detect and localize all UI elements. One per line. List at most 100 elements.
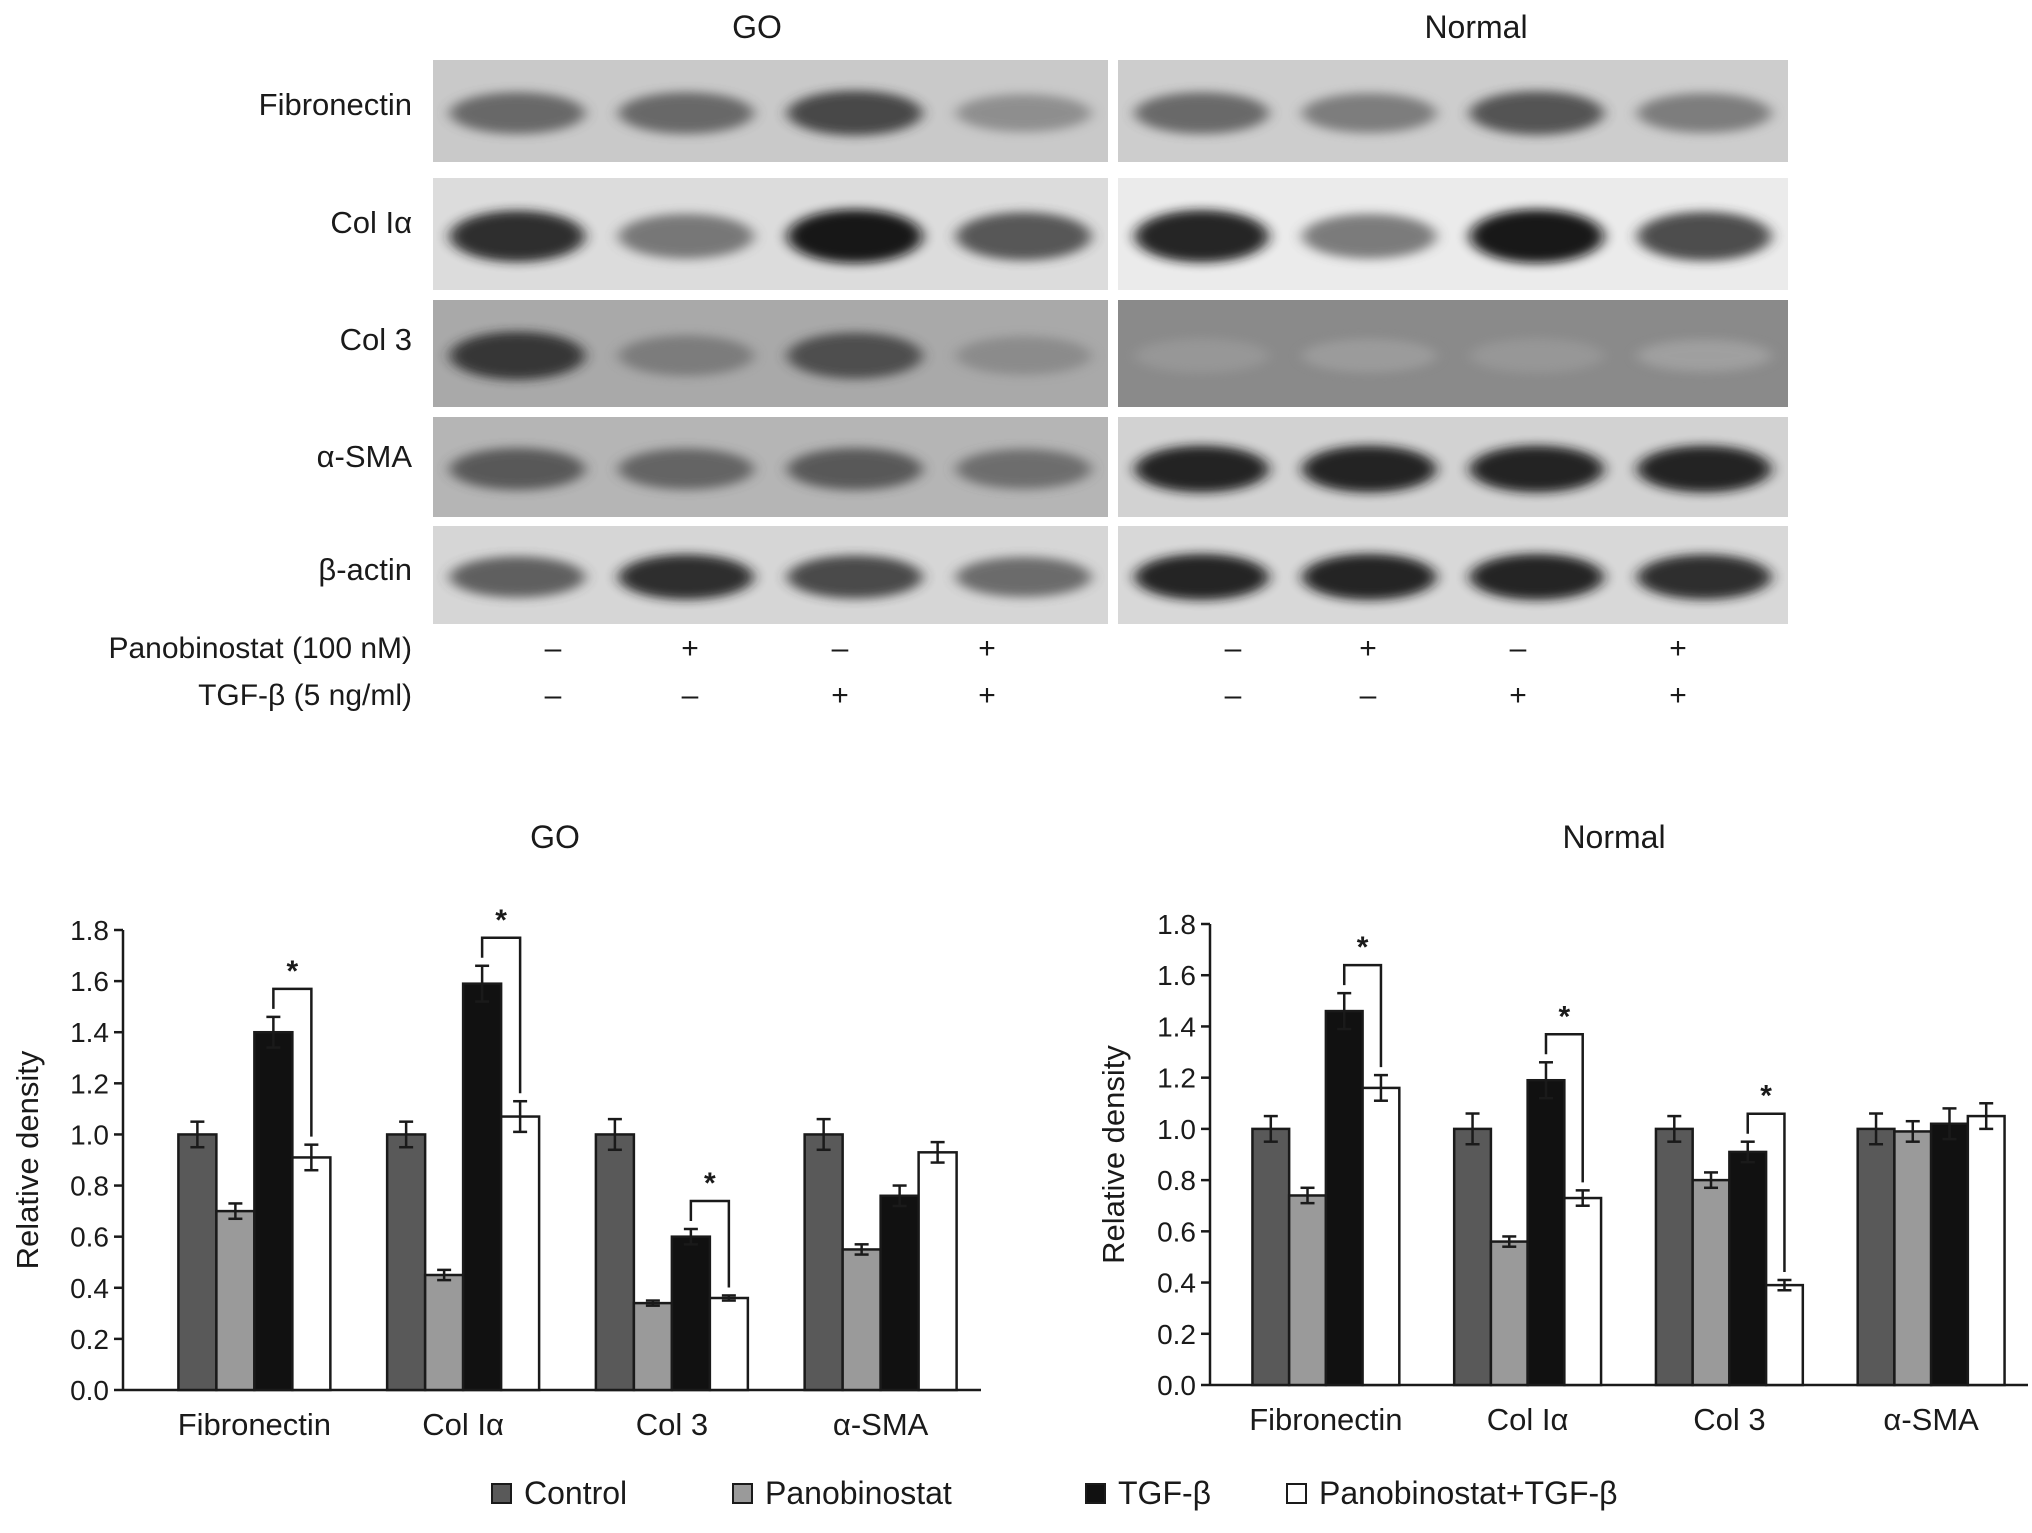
- bar-normal-col-3-panobinostat-tgf: [1764, 1283, 1805, 1387]
- bar-go-col-i-panobinostat: [423, 1273, 465, 1392]
- legend-swatch-panobinostat: [732, 1483, 753, 1504]
- condition-sign-normal-0-lane-3: –: [1510, 632, 1527, 665]
- blot-band-normal-actin-lane-2: [1302, 553, 1437, 600]
- condition-sign-normal-1-lane-2: –: [1360, 679, 1377, 712]
- bar-go-col-3-panobinostat-tgf: [708, 1296, 750, 1392]
- bar-normal-fibronectin-panobinostat: [1287, 1194, 1328, 1387]
- legend: Control Panobinostat TGF-β Panobinostat+TGF…: [491, 1475, 1618, 1511]
- blot-band-go-col-3-lane-1: [449, 331, 585, 380]
- y-tick-label-go-4: 0.8: [70, 1171, 109, 1202]
- bar-chart-go: GO Relative density 0.0 0.2 0.4 0.6 0.8 1.0 1.2 1…: [10, 819, 981, 1442]
- y-tick-label-go-6: 1.2: [70, 1068, 109, 1099]
- bar-normal-col-i-control: [1452, 1127, 1493, 1387]
- condition-sign-go-0-lane-3: –: [832, 632, 849, 665]
- condition-sign-go-1-lane-3: +: [831, 679, 849, 712]
- x-tick-label-go-col-3: Col 3: [636, 1407, 708, 1442]
- bar-go-col-i-panobinostat-tgf: [499, 1115, 541, 1392]
- y-tick-label-go-3: 0.6: [70, 1222, 109, 1253]
- bar-normal-col-i-panobinostat: [1489, 1240, 1529, 1387]
- bar-go-sma-tgf: [879, 1194, 920, 1392]
- bar-normal-fibronectin-control: [1251, 1127, 1291, 1387]
- bar-go-fibronectin-tgf: [253, 1030, 294, 1392]
- blot-band-normal-sma-lane-1: [1134, 445, 1269, 493]
- bar-go-col-i-control: [385, 1133, 427, 1392]
- chart-title-normal: Normal: [1562, 819, 1665, 855]
- blot-band-normal-sma-lane-2: [1302, 445, 1437, 493]
- significance-star-go-1: *: [495, 904, 507, 937]
- significance-bracket-normal-0: [1342, 963, 1383, 1068]
- blot-band-go-col-3-lane-2: [618, 335, 754, 376]
- blot-row-label-fibronectin: Fibronectin: [259, 87, 412, 122]
- blot-band-normal-fibronectin-lane-2: [1302, 93, 1437, 133]
- blot-row-label-sma: α-SMA: [317, 439, 413, 474]
- y-tick-label-normal-5: 1.0: [1157, 1114, 1196, 1145]
- blot-band-go-fibronectin-lane-3: [787, 90, 923, 136]
- blot-band-normal-col-3-lane-2: [1302, 339, 1437, 373]
- blot-band-go-sma-lane-1: [449, 448, 585, 490]
- bar-normal-sma-panobinostat: [1893, 1130, 1933, 1387]
- blot-band-normal-actin-lane-3: [1469, 553, 1604, 600]
- bar-normal-col-3-tgf: [1728, 1150, 1768, 1387]
- bar-normal-col-3-control: [1654, 1127, 1694, 1387]
- legend-swatch-control: [491, 1483, 512, 1504]
- bar-normal-fibronectin-panobinostat-tgf: [1361, 1086, 1401, 1387]
- blot-band-go-fibronectin-lane-4: [956, 94, 1092, 132]
- blot-band-go-sma-lane-2: [618, 448, 754, 490]
- bar-normal-sma-tgf: [1929, 1122, 1970, 1387]
- bar-go-col-3-control: [594, 1133, 636, 1392]
- bar-go-sma-panobinostat-tgf: [917, 1151, 958, 1392]
- blot-band-normal-fibronectin-lane-3: [1469, 91, 1604, 135]
- y-tick-label-normal-6: 1.2: [1157, 1063, 1196, 1094]
- chart-title-go: GO: [530, 819, 580, 855]
- significance-bracket-go-0: [272, 987, 313, 1137]
- bar-go-fibronectin-panobinostat: [215, 1209, 256, 1392]
- blot-band-normal-col-3-lane-3: [1469, 338, 1604, 373]
- y-tick-label-go-7: 1.4: [70, 1017, 109, 1048]
- blot-row-label-col-i: Col Iα: [330, 205, 412, 240]
- bar-go-sma-panobinostat: [841, 1248, 882, 1392]
- significance-bracket-normal-1: [1544, 1033, 1584, 1183]
- condition-sign-go-0-lane-2: +: [681, 632, 699, 665]
- significance-star-go-0: *: [287, 955, 299, 988]
- y-tick-label-go-2: 0.4: [70, 1273, 109, 1304]
- x-tick-label-normal-col-i: Col Iα: [1487, 1402, 1569, 1437]
- legend-label-tgf: TGF-β: [1118, 1475, 1211, 1511]
- x-tick-label-normal-col-3: Col 3: [1693, 1402, 1765, 1437]
- y-tick-label-go-9: 1.8: [70, 915, 109, 946]
- legend-label-panobinostat: Panobinostat: [765, 1475, 952, 1511]
- y-tick-label-normal-7: 1.4: [1157, 1011, 1196, 1042]
- y-tick-label-go-5: 1.0: [70, 1119, 109, 1150]
- condition-sign-go-1-lane-2: –: [682, 679, 699, 712]
- significance-star-go-2: *: [704, 1167, 716, 1200]
- blot-band-normal-sma-lane-4: [1637, 445, 1772, 493]
- blot-band-go-col-i-lane-3: [787, 209, 923, 264]
- bar-normal-sma-panobinostat-tgf: [1966, 1114, 2006, 1387]
- blot-band-go-actin-lane-2: [618, 554, 754, 600]
- significance-star-normal-0: *: [1357, 931, 1369, 964]
- blot-band-normal-col-3-lane-1: [1134, 338, 1269, 373]
- bar-chart-normal: Normal Relative density 0.0 0.2 0.4 0.6 0.8 1.0…: [1096, 819, 2028, 1437]
- y-tick-label-normal-1: 0.2: [1157, 1319, 1196, 1350]
- blot-band-normal-actin-lane-1: [1134, 553, 1269, 600]
- western-blot: GO Normal Fibronectin Col Iα Col 3 α-SMA β-act…: [108, 9, 1788, 712]
- legend-swatch-panobinostat-tgf: [1286, 1483, 1307, 1504]
- blot-band-go-fibronectin-lane-1: [449, 92, 585, 134]
- significance-bracket-normal-2: [1746, 1112, 1786, 1272]
- blot-row-label-col-3: Col 3: [340, 322, 412, 357]
- blot-band-normal-col-i-lane-4: [1637, 211, 1772, 261]
- y-tick-label-normal-9: 1.8: [1157, 909, 1196, 940]
- blot-group-label-go: GO: [732, 9, 782, 45]
- condition-sign-normal-1-lane-1: –: [1225, 679, 1242, 712]
- blot-band-normal-fibronectin-lane-1: [1134, 92, 1269, 134]
- blot-band-go-sma-lane-4: [956, 449, 1092, 489]
- blot-group-label-normal: Normal: [1424, 9, 1527, 45]
- condition-label-panobinostat-100-nm: Panobinostat (100 nM): [108, 632, 412, 665]
- blot-band-normal-fibronectin-lane-4: [1637, 93, 1772, 133]
- significance-bracket-go-2: [689, 1199, 731, 1288]
- bar-go-col-3-panobinostat: [632, 1301, 674, 1392]
- condition-sign-go-0-lane-4: +: [978, 632, 996, 665]
- bar-normal-fibronectin-tgf: [1324, 1009, 1364, 1387]
- y-tick-label-normal-2: 0.4: [1157, 1268, 1196, 1299]
- bar-go-fibronectin-control: [177, 1133, 218, 1392]
